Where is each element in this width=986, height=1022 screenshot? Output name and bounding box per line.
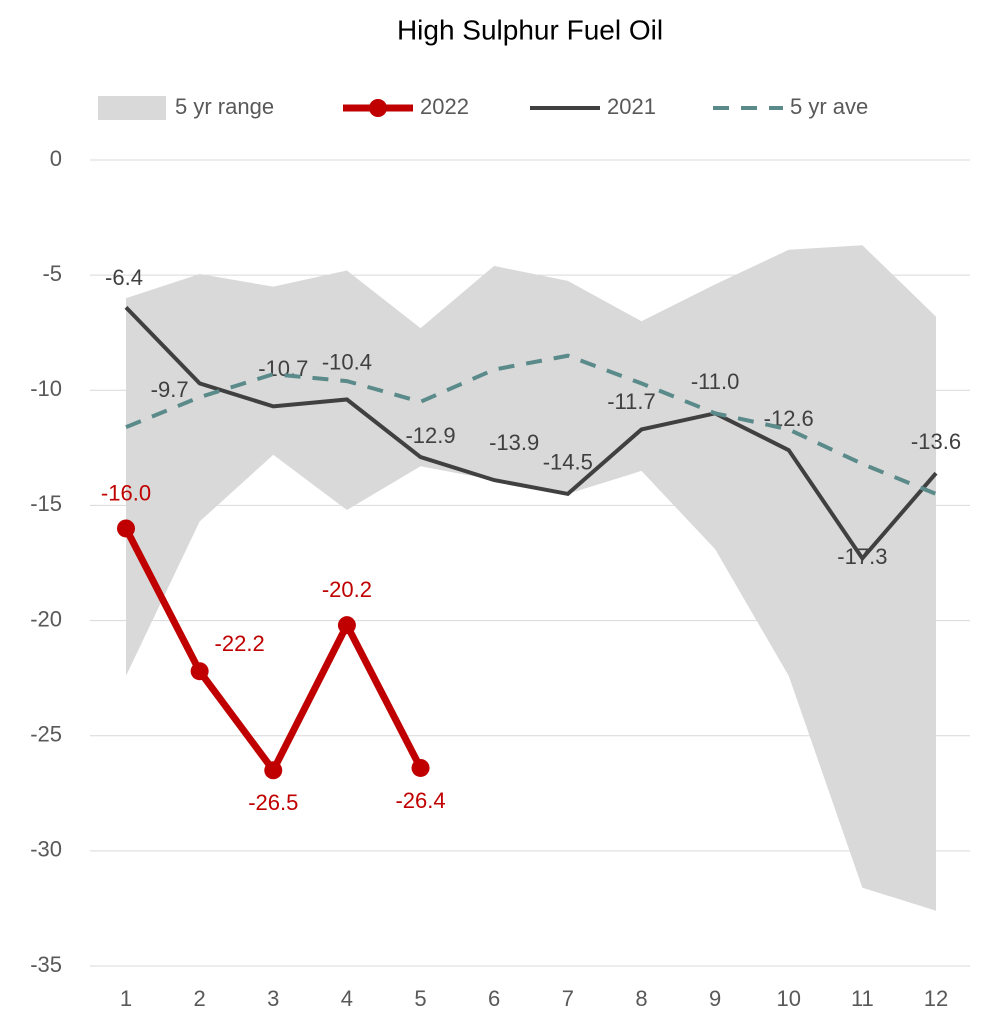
y-tick-label: -15: [30, 491, 62, 516]
data-label: -14.5: [543, 450, 593, 475]
data-label: -13.6: [911, 429, 961, 454]
x-tick-label: 3: [267, 986, 279, 1011]
x-tick-label: 12: [924, 986, 948, 1011]
series-line: [124, 305, 938, 562]
data-label: -26.4: [395, 788, 445, 813]
chart-title: High Sulphur Fuel Oil: [397, 14, 663, 45]
y-tick-label: -30: [30, 837, 62, 862]
x-tick-label: 2: [194, 986, 206, 1011]
point: [190, 662, 209, 681]
y-tick-label: -10: [30, 376, 62, 401]
legend-marker: [369, 99, 387, 117]
data-label: -26.5: [248, 790, 298, 815]
x-tick-label: 1: [120, 986, 132, 1011]
data-label: -13.9: [489, 430, 539, 455]
y-tick-label: -25: [30, 722, 62, 747]
point: [117, 519, 135, 538]
x-tick-label: 6: [488, 986, 500, 1011]
x-tick-label: 10: [776, 986, 800, 1011]
y-tick-label: -5: [42, 261, 62, 286]
series-line: [125, 353, 937, 496]
legend-label: 2021: [607, 94, 656, 119]
point: [337, 616, 356, 635]
y-tick-label: 0: [50, 146, 62, 171]
data-label: -20.2: [322, 577, 372, 602]
x-tick-label: 8: [635, 986, 647, 1011]
data-label: -9.7: [151, 377, 189, 402]
data-label: -10.4: [322, 349, 372, 374]
x-tick-label: 4: [341, 986, 353, 1011]
data-label: -22.2: [215, 631, 265, 656]
x-tick-label: 9: [709, 986, 721, 1011]
data-label: -11.7: [607, 389, 656, 414]
x-tick-label: 7: [562, 986, 574, 1011]
x-tick-label: 11: [851, 986, 874, 1011]
x-tick-label: 5: [414, 986, 426, 1011]
range-area: [126, 245, 936, 911]
data-label: -17.3: [837, 544, 887, 569]
legend-label: 5 yr ave: [790, 94, 868, 119]
legend-swatch: [98, 96, 166, 120]
legend-label: 2022: [420, 94, 469, 119]
point: [411, 758, 430, 777]
data-label: -12.9: [405, 423, 455, 448]
data-label: -6.4: [105, 265, 143, 290]
data-label: -11.0: [691, 369, 740, 394]
y-tick-label: -35: [30, 952, 62, 977]
data-label: -16.0: [101, 480, 151, 505]
y-tick-label: -20: [30, 606, 62, 631]
legend-label: 5 yr range: [175, 94, 274, 119]
point: [264, 761, 283, 780]
